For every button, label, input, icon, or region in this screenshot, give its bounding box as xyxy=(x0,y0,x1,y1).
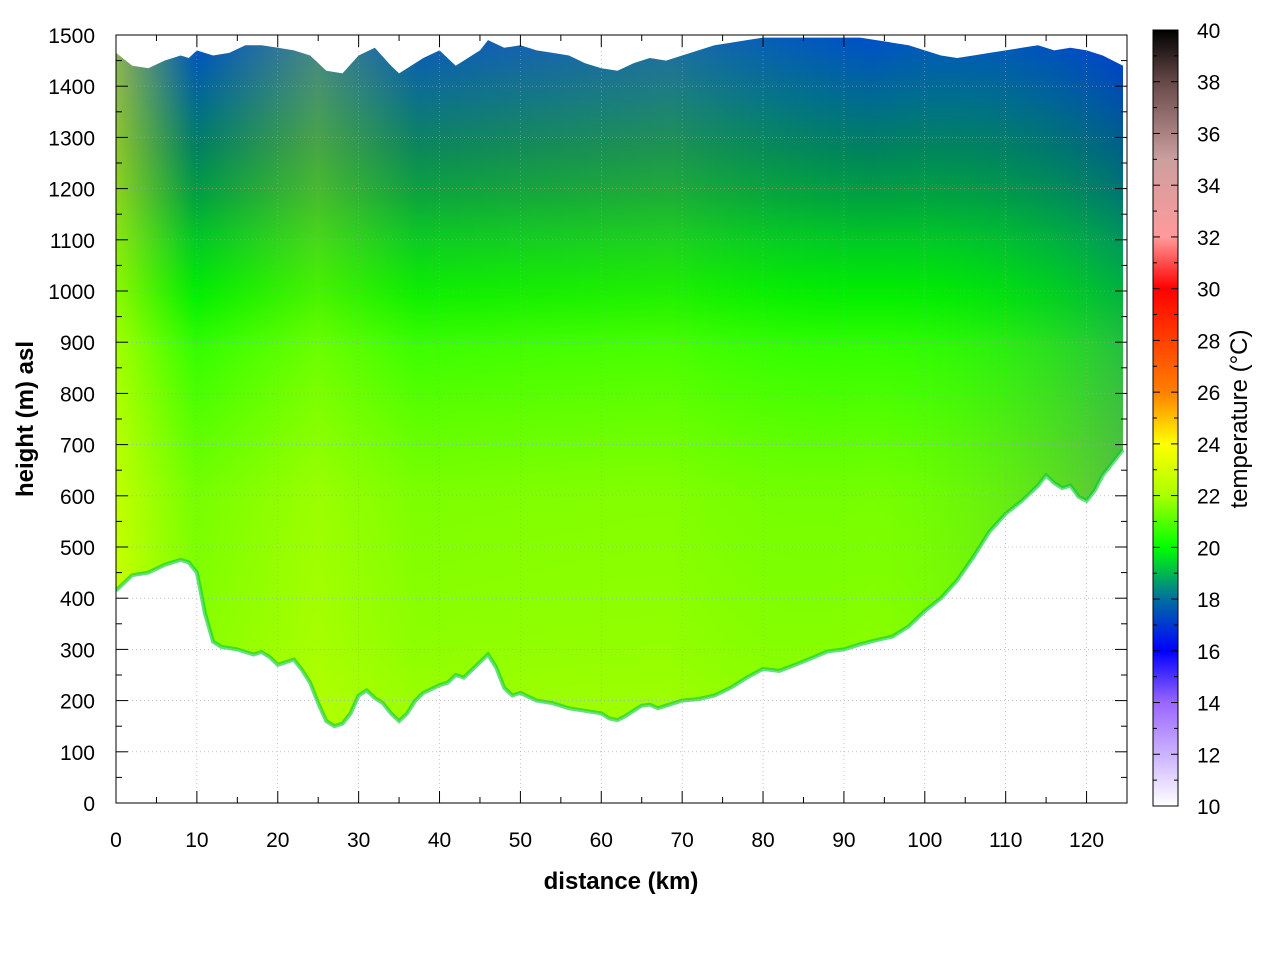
colorbar-tick-label: 10 xyxy=(1197,796,1220,819)
colorbar-tick-label: 24 xyxy=(1197,434,1221,457)
grid-lines xyxy=(116,35,1127,803)
y-tick-label: 500 xyxy=(60,537,95,560)
y-tick-label: 1200 xyxy=(48,179,95,202)
colorbar-tick-label: 28 xyxy=(1197,330,1220,353)
y-tick-label: 400 xyxy=(60,588,95,611)
x-tick-label: 120 xyxy=(1069,829,1104,852)
colorbar-tick-label: 12 xyxy=(1197,744,1220,767)
y-tick-label: 300 xyxy=(60,639,95,662)
y-tick-label: 1500 xyxy=(48,25,95,48)
y-tick-label: 1400 xyxy=(48,76,95,99)
y-tick-label: 200 xyxy=(60,691,95,714)
colorbar-tick-label: 38 xyxy=(1197,72,1220,95)
x-tick-label: 30 xyxy=(347,829,370,852)
colorbar-tick-label: 26 xyxy=(1197,382,1220,405)
colorbar-tick-label: 30 xyxy=(1197,279,1220,302)
colorbar-tick-label: 36 xyxy=(1197,123,1220,146)
colorbar-tick-label: 34 xyxy=(1197,175,1221,198)
colorbar-tick-label: 18 xyxy=(1197,589,1220,612)
colorbar-axis: 10 12 14 16 18 20 22 24 26 28 30 32 34 36 38 40 xyxy=(1153,20,1221,819)
terrain-surface-line xyxy=(116,448,1125,729)
x-tick-label: 20 xyxy=(266,829,289,852)
y-axis: 0 100 200 300 400 500 600 700 800 900 1000 1100 1200… xyxy=(48,25,1127,816)
x-tick-label: 80 xyxy=(751,829,774,852)
x-tick-label: 40 xyxy=(428,829,451,852)
y-axis-title: height (m) asl xyxy=(12,341,39,497)
temperature-field-overlay xyxy=(116,37,1123,727)
x-tick-label: 70 xyxy=(670,829,693,852)
temperature-field xyxy=(116,37,1125,729)
x-tick-label: 10 xyxy=(185,829,208,852)
colorbar-tick-label: 22 xyxy=(1197,486,1220,509)
colorbar-tick-label: 14 xyxy=(1197,693,1221,716)
colorbar-tick-label: 16 xyxy=(1197,641,1220,664)
x-axis-title: distance (km) xyxy=(544,868,699,895)
x-axis: 0 10 20 30 40 50 60 70 80 90 100 110 120 xyxy=(110,35,1104,852)
y-tick-label: 0 xyxy=(83,793,95,816)
x-tick-label: 100 xyxy=(907,829,942,852)
x-tick-label: 0 xyxy=(110,829,122,852)
y-tick-label: 1000 xyxy=(48,281,95,304)
colorbar-tick-label: 40 xyxy=(1197,20,1220,43)
colorbar-tick-label: 20 xyxy=(1197,537,1220,560)
colorbar xyxy=(1152,29,1179,807)
y-tick-label: 700 xyxy=(60,435,95,458)
y-tick-label: 600 xyxy=(60,486,95,509)
y-tick-label: 100 xyxy=(60,742,95,765)
colorbar-tick-label: 32 xyxy=(1197,227,1220,250)
x-tick-label: 90 xyxy=(832,829,855,852)
y-tick-label: 1300 xyxy=(48,127,95,150)
y-tick-label: 900 xyxy=(60,332,95,355)
x-tick-label: 110 xyxy=(989,829,1022,852)
colorbar-title: temperature (°C) xyxy=(1226,330,1253,509)
x-tick-label: 60 xyxy=(590,829,613,852)
y-tick-label: 1100 xyxy=(50,230,95,253)
y-tick-label: 800 xyxy=(60,383,95,406)
x-tick-label: 50 xyxy=(509,829,532,852)
